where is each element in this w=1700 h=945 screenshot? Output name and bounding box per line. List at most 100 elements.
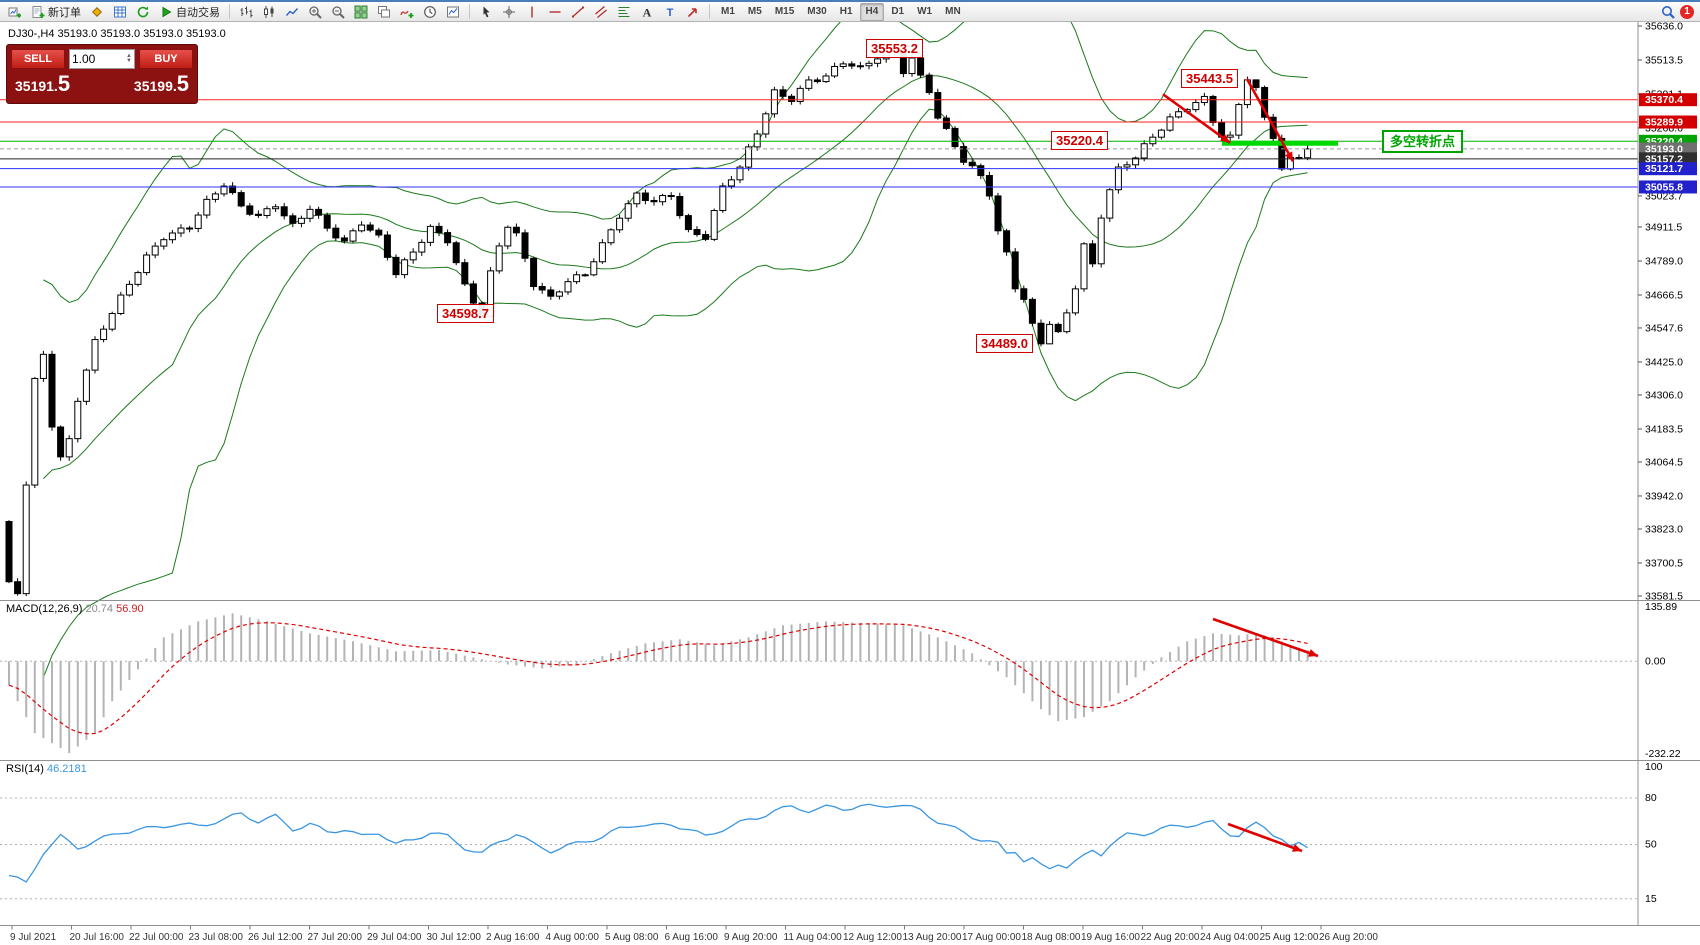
timeframe-m30-button[interactable]: M30 [801,3,832,21]
new-order-button[interactable]: 新订单 [27,3,85,21]
trend-arrow-1[interactable] [1162,93,1231,144]
candle-body [495,245,503,272]
zoom-out-button[interactable] [327,3,349,21]
macd-arrow[interactable] [1212,617,1319,658]
timeframe-h4-button[interactable]: H4 [859,2,885,21]
vertical-line-button[interactable] [521,3,543,21]
sell-button[interactable]: SELL [11,49,65,69]
candle-body [693,229,701,236]
search-icon[interactable] [1661,5,1675,19]
cursor-button[interactable] [475,3,497,21]
candle-body [100,328,108,341]
rsi-arrow[interactable] [1227,822,1303,853]
zoom-in-button[interactable] [304,3,326,21]
candle-body [530,257,538,288]
tile-windows-button[interactable] [350,3,372,21]
templates-icon [446,5,460,19]
horizontal-line-button[interactable] [544,3,566,21]
price-callout-34489.0[interactable]: 34489.0 [976,334,1033,354]
candle-body [736,166,744,181]
toolbar-separator [229,4,230,19]
crosshair-button[interactable] [498,3,520,21]
chart-canvas[interactable]: 35636.035513.535391.135268.635146.135023… [0,22,1700,945]
candle-body [1304,148,1312,159]
navigator-icon [136,5,150,19]
tile-windows-icon [354,5,368,19]
candle-body [796,87,804,102]
templates-button[interactable] [442,3,464,21]
turning-point-label[interactable]: 多空转折点 [1382,130,1464,153]
candle-body [426,225,434,243]
autotrading-icon [159,5,173,19]
new-chart-button[interactable] [4,3,26,21]
price-callout-35443.5[interactable]: 35443.5 [1181,69,1238,89]
candle-body [745,146,753,168]
arrows-button[interactable] [682,3,704,21]
candle-body [917,57,925,76]
candle-body [160,239,168,247]
buy-button[interactable]: BUY [139,49,193,69]
macd-arrow-head [1308,649,1318,657]
timeframe-m5-button[interactable]: M5 [742,3,768,21]
candle-body [822,75,830,83]
line-chart-button[interactable] [281,3,303,21]
bollinger-bands [42,22,1308,678]
candle-body [452,242,460,264]
stepper-up-icon[interactable]: ▲ [126,53,132,59]
equidistant-channel-button[interactable] [590,3,612,21]
candle-body [203,198,211,216]
candlestick-chart-button[interactable] [258,3,280,21]
bar-chart-button[interactable] [235,3,257,21]
candle-body [925,74,933,94]
text-label-button[interactable]: T [659,3,681,21]
candle-body [237,192,245,207]
price-tick-label: 34306.0 [1645,389,1683,401]
periods-icon [423,5,437,19]
candle-body [1037,322,1045,345]
toolbar-right: 1 [1661,4,1696,19]
market-watch-button[interactable] [86,3,108,21]
timeframe-mn-button[interactable]: MN [939,3,967,21]
navigator-button[interactable] [132,3,154,21]
price-callout-35220.4[interactable]: 35220.4 [1051,131,1108,151]
candle-body [1011,251,1019,290]
timeframe-m15-button[interactable]: M15 [769,3,800,21]
timeframe-w1-button[interactable]: W1 [911,3,938,21]
candle-body [22,484,30,595]
candle-body [1140,143,1148,159]
data-window-icon [113,5,127,19]
price-callout-35553.2[interactable]: 35553.2 [866,38,923,58]
autotrading-button[interactable]: 自动交易 [155,3,224,21]
time-label: 22 Aug 20:00 [1141,932,1200,943]
stepper-down-icon[interactable]: ▼ [126,58,132,64]
candle-body [108,312,116,330]
candle-body [650,199,658,203]
candle-body [848,63,856,67]
cascade-windows-button[interactable] [373,3,395,21]
trend-arrow-2[interactable] [1245,78,1295,163]
indicators-button[interactable] [396,3,418,21]
time-label: 4 Aug 00:00 [546,932,600,943]
candle-body [117,294,125,314]
notification-badge[interactable]: 1 [1680,4,1694,19]
trendline-button[interactable] [567,3,589,21]
candle-body [977,165,985,177]
timeframe-h1-button[interactable]: H1 [834,3,859,21]
candle-body [555,291,563,297]
text-button[interactable]: A [636,3,658,21]
volume-input[interactable]: 1.00 ▲ ▼ [69,49,135,69]
macd-signal-line [8,622,1308,735]
fibonacci-button[interactable] [613,3,635,21]
timeframe-d1-button[interactable]: D1 [885,3,910,21]
price-badge-35289.9: 35289.9 [1639,115,1697,129]
candle-body [659,195,667,203]
price-tick-label: 34911.5 [1645,222,1682,234]
periods-button[interactable] [419,3,441,21]
candle-body [1054,323,1062,333]
price-callout-34598.7[interactable]: 34598.7 [437,303,494,323]
timeframe-m1-button[interactable]: M1 [715,3,741,21]
candle-body [272,206,280,210]
volume-stepper[interactable]: ▲ ▼ [126,53,132,64]
candle-body [349,230,357,242]
data-window-button[interactable] [109,3,131,21]
